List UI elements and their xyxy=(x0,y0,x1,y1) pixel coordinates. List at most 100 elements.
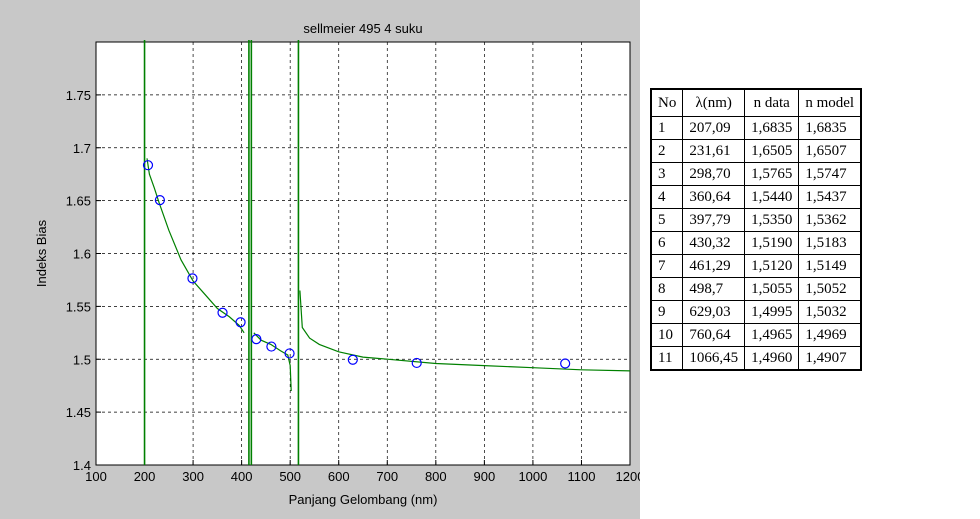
cell-n-data: 1,5055 xyxy=(744,277,800,301)
cell-no: 1 xyxy=(650,116,684,140)
cell-wavelength: 1066,45 xyxy=(682,346,746,371)
cell-no: 3 xyxy=(650,162,684,186)
data-point-marker xyxy=(187,273,198,284)
data-point-marker xyxy=(560,358,571,369)
cell-no: 9 xyxy=(650,300,684,324)
cell-n-data: 1,4995 xyxy=(744,300,800,324)
cell-n-data: 1,6505 xyxy=(744,139,800,163)
cell-no: 11 xyxy=(650,346,684,371)
y-tick-label: 1.75 xyxy=(66,88,91,103)
cell-wavelength: 760,64 xyxy=(682,323,746,347)
cell-no: 7 xyxy=(650,254,684,278)
y-axis-label: Indeks Bias xyxy=(34,219,49,287)
model-curve-line xyxy=(299,290,630,372)
cell-wavelength: 397,79 xyxy=(682,208,746,232)
table-header-row: No λ(nm) n data n model xyxy=(650,88,862,117)
header-n-model: n model xyxy=(798,88,862,117)
header-wavelength: λ(nm) xyxy=(682,88,746,117)
data-point-marker xyxy=(347,354,358,365)
cell-n-data: 1,4965 xyxy=(744,323,800,347)
y-tick-label: 1.45 xyxy=(66,405,91,420)
figure-window: 100 200 300 400 500 600 700 800 900 1000 1100 1200 1… xyxy=(0,0,640,519)
x-tick-label: 200 xyxy=(134,469,156,484)
cell-n-model: 1,5183 xyxy=(798,231,862,255)
y-tick-label: 1.5 xyxy=(73,352,91,367)
table-row: 9 629,03 1,4995 1,5032 xyxy=(650,300,862,324)
cell-no: 6 xyxy=(650,231,684,255)
cell-wavelength: 629,03 xyxy=(682,300,746,324)
data-point-marker xyxy=(154,194,165,206)
x-tick-label: 800 xyxy=(425,469,447,484)
data-point-marker xyxy=(235,317,246,328)
cell-n-model: 1,5032 xyxy=(798,300,862,324)
cell-n-model: 1,5747 xyxy=(798,162,862,186)
x-tick-label: 100 xyxy=(85,469,107,484)
cell-n-model: 1,5149 xyxy=(798,254,862,278)
table-row: 5 397,79 1,5350 1,5362 xyxy=(650,208,862,232)
x-tick-label: 1100 xyxy=(567,469,595,484)
chart-svg: 100 200 300 400 500 600 700 800 900 1000 1100 1200 1… xyxy=(34,21,640,507)
data-table: No λ(nm) n data n model 1 207,09 1,6835 1,6… xyxy=(650,88,863,371)
data-point-marker xyxy=(217,307,228,318)
cell-n-data: 1,5765 xyxy=(744,162,800,186)
x-tick-label: 400 xyxy=(231,469,253,484)
x-tick-label: 500 xyxy=(279,469,301,484)
table-row: 2 231,61 1,6505 1,6507 xyxy=(650,139,862,163)
cell-n-model: 1,4907 xyxy=(798,346,862,371)
cell-n-model: 1,5052 xyxy=(798,277,862,301)
cell-n-data: 1,5440 xyxy=(744,185,800,209)
header-no: No xyxy=(650,88,684,117)
table-body: 1 207,09 1,6835 1,6835 2 231,61 1,6505 1,6507 3 2… xyxy=(650,116,862,371)
x-tick-label: 1000 xyxy=(518,469,547,484)
cell-wavelength: 207,09 xyxy=(682,116,746,140)
table-row: 1 207,09 1,6835 1,6835 xyxy=(650,116,862,140)
model-curve-line xyxy=(146,158,245,334)
y-tick-label: 1.4 xyxy=(73,458,91,473)
y-tick-label: 1.6 xyxy=(73,247,91,262)
chart-title: sellmeier 495 4 suku xyxy=(303,21,422,36)
cell-n-data: 1,4960 xyxy=(744,346,800,371)
cell-n-data: 1,5190 xyxy=(744,231,800,255)
data-point-marker xyxy=(411,357,422,369)
cell-no: 4 xyxy=(650,185,684,209)
cell-wavelength: 298,70 xyxy=(682,162,746,186)
data-point-marker xyxy=(142,160,154,171)
cell-n-model: 1,6507 xyxy=(798,139,862,163)
data-point-marker xyxy=(251,334,262,345)
data-point-marker xyxy=(266,341,277,352)
x-axis-label: Panjang Gelombang (nm) xyxy=(289,492,438,507)
cell-n-model: 1,6835 xyxy=(798,116,862,140)
cell-n-model: 1,4969 xyxy=(798,323,862,347)
cell-n-model: 1,5437 xyxy=(798,185,862,209)
table-row: 6 430,32 1,5190 1,5183 xyxy=(650,231,862,255)
y-tick-label: 1.55 xyxy=(66,299,91,314)
x-tick-label: 300 xyxy=(182,469,204,484)
cell-no: 10 xyxy=(650,323,684,347)
cell-n-model: 1,5362 xyxy=(798,208,862,232)
cell-no: 2 xyxy=(650,139,684,163)
table-row: 3 298,70 1,5765 1,5747 xyxy=(650,162,862,186)
data-point-marker xyxy=(284,348,295,359)
cell-n-data: 1,5120 xyxy=(744,254,800,278)
cell-n-data: 1,6835 xyxy=(744,116,800,140)
cell-wavelength: 498,7 xyxy=(682,277,746,301)
y-tick-label: 1.7 xyxy=(73,141,91,156)
cell-wavelength: 461,29 xyxy=(682,254,746,278)
cell-n-data: 1,5350 xyxy=(744,208,800,232)
x-tick-label: 1200 xyxy=(616,469,640,484)
table-row: 11 1066,45 1,4960 1,4907 xyxy=(650,346,862,371)
table-row: 7 461,29 1,5120 1,5149 xyxy=(650,254,862,278)
cell-wavelength: 231,61 xyxy=(682,139,746,163)
cell-no: 5 xyxy=(650,208,684,232)
x-tick-label: 900 xyxy=(474,469,496,484)
table-row: 4 360,64 1,5440 1,5437 xyxy=(650,185,862,209)
x-tick-label: 700 xyxy=(376,469,398,484)
cell-no: 8 xyxy=(650,277,684,301)
cell-wavelength: 430,32 xyxy=(682,231,746,255)
x-tick-label: 600 xyxy=(328,469,350,484)
table-row: 10 760,64 1,4965 1,4969 xyxy=(650,323,862,347)
header-n-data: n data xyxy=(744,88,800,117)
cell-wavelength: 360,64 xyxy=(682,185,746,209)
y-tick-label: 1.65 xyxy=(66,194,91,209)
table-row: 8 498,7 1,5055 1,5052 xyxy=(650,277,862,301)
